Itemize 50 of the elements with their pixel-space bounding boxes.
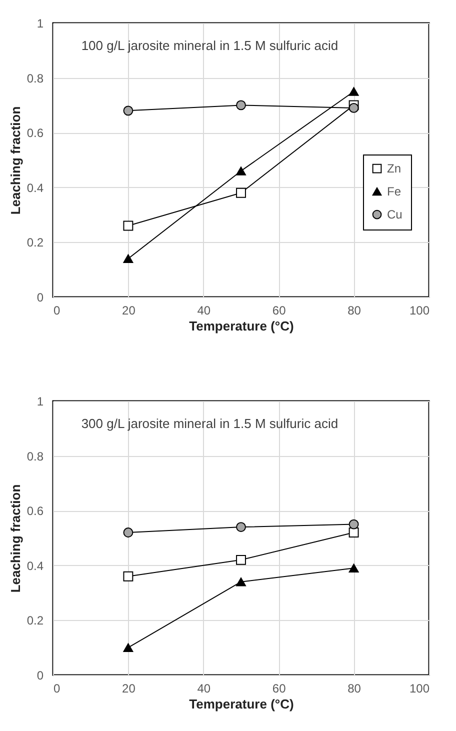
point [123, 220, 134, 231]
x-tick-label: 20 [122, 682, 136, 696]
y-axis-title: Leaching fraction [8, 484, 23, 593]
point [236, 166, 246, 176]
x-tick-label: 40 [197, 682, 211, 696]
x-tick-label: 20 [122, 304, 136, 318]
point [348, 519, 359, 530]
y-axis-title: Leaching fraction [8, 106, 23, 215]
text: 100 g/L jarosite mineral in 1.5 M sulfuric acid [81, 38, 338, 53]
point [123, 643, 134, 652]
point [236, 577, 246, 586]
y-tick-label: 0 [36, 668, 44, 682]
x-tick-label: 0 [54, 682, 60, 696]
y-tick-label: 0.8 [26, 71, 44, 86]
x-tick-label: 100 [409, 682, 430, 696]
x-tick-label: 0 [54, 304, 60, 318]
y-tick-label: 0.6 [26, 126, 44, 140]
y-tick-label: 0.4 [26, 180, 44, 195]
x-axis-title: Temperature (°C) [189, 318, 294, 334]
x-tick-label: 80 [348, 682, 362, 696]
x-tick-label: 100 [409, 304, 430, 318]
legend-label: Zn [387, 162, 402, 176]
point [236, 100, 246, 110]
y-tick-label: 0 [36, 290, 44, 304]
legend-label: Fe [387, 184, 402, 199]
point [348, 87, 359, 96]
point [236, 522, 246, 532]
point [348, 528, 359, 538]
point [348, 564, 359, 573]
y-tick-label: 0.4 [26, 558, 44, 573]
y-tick-label: 0.2 [26, 614, 44, 628]
y-tick-label: 0.6 [26, 504, 44, 518]
x-axis-title: Temperature (°C) [189, 696, 294, 712]
x-tick-label: 60 [272, 682, 286, 696]
x-tick-label: 60 [272, 304, 286, 318]
legend-label: Cu [387, 208, 402, 222]
point [123, 528, 134, 538]
x-tick-label: 80 [348, 304, 362, 318]
point [236, 554, 246, 565]
x-tick-label: 40 [197, 304, 211, 318]
y-tick-label: 1 [36, 394, 44, 408]
point [236, 188, 246, 198]
point [123, 254, 134, 264]
y-tick-label: 0.2 [26, 236, 44, 250]
point [348, 102, 359, 113]
point [123, 571, 134, 582]
y-tick-label: 1 [36, 16, 44, 30]
y-tick-label: 0.8 [26, 449, 44, 464]
point [123, 106, 134, 116]
text: 300 g/L jarosite mineral in 1.5 M sulfuric acid [81, 416, 338, 431]
